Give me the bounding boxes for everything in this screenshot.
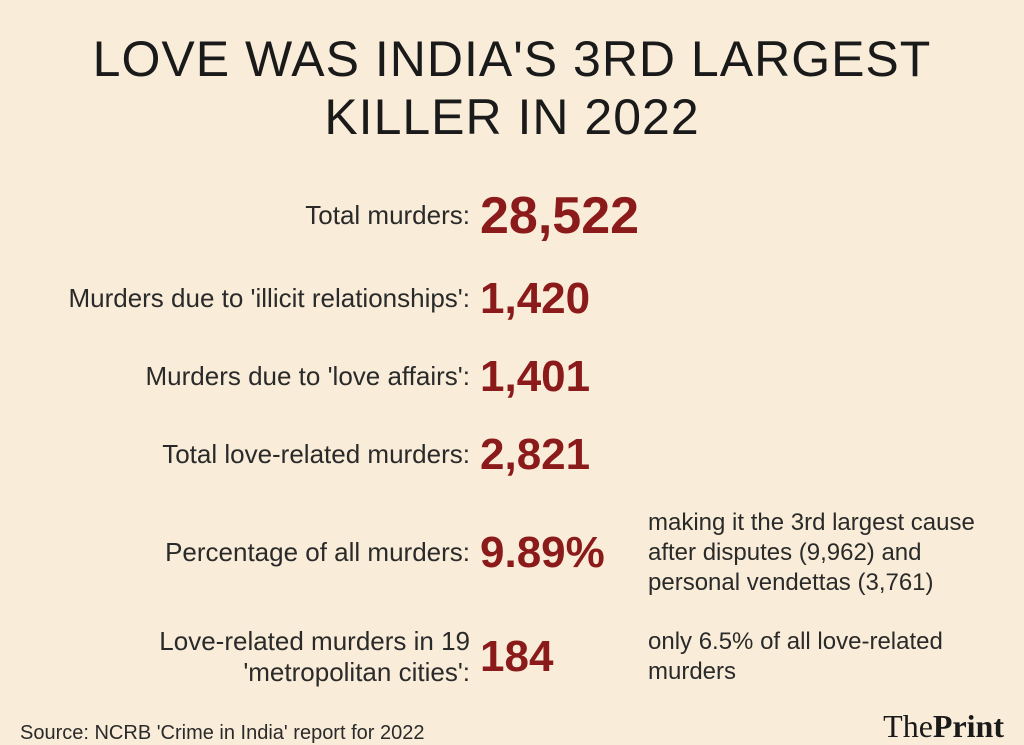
brand-logo: ThePrint [883,708,1004,745]
brand-the: The [883,708,933,744]
page-title: LOVE WAS INDIA'S 3RD LARGEST KILLER IN 2… [20,30,1004,146]
stat-note: making it the 3rd largest cause after di… [640,508,1004,598]
infographic-container: LOVE WAS INDIA'S 3RD LARGEST KILLER IN 2… [0,0,1024,725]
stats-list: Total murders: 28,522 Murders due to 'il… [20,186,1004,688]
stat-row: Total murders: 28,522 [20,186,1004,246]
stat-label: Murders due to 'illicit relationships': [20,283,480,314]
stat-label: Love-related murders in 19 'metropolitan… [20,626,480,688]
stat-value: 1,420 [480,274,640,324]
stat-value: 184 [480,632,640,682]
footer: Source: NCRB 'Crime in India' report for… [20,708,1004,745]
stat-label: Total murders: [20,200,480,231]
stat-row: Love-related murders in 19 'metropolitan… [20,626,1004,688]
stat-row: Murders due to 'love affairs': 1,401 [20,352,1004,402]
stat-row: Percentage of all murders: 9.89% making … [20,508,1004,598]
stat-value: 28,522 [480,186,640,246]
stat-row: Total love-related murders: 2,821 [20,430,1004,480]
stat-value: 2,821 [480,430,640,480]
stat-value: 1,401 [480,352,640,402]
brand-print: Print [933,708,1004,744]
stat-label: Total love-related murders: [20,439,480,470]
stat-row: Murders due to 'illicit relationships': … [20,274,1004,324]
stat-note: only 6.5% of all love-related murders [640,627,1004,687]
stat-label: Percentage of all murders: [20,537,480,568]
stat-label: Murders due to 'love affairs': [20,361,480,392]
source-text: Source: NCRB 'Crime in India' report for… [20,722,424,745]
stat-value: 9.89% [480,528,640,578]
